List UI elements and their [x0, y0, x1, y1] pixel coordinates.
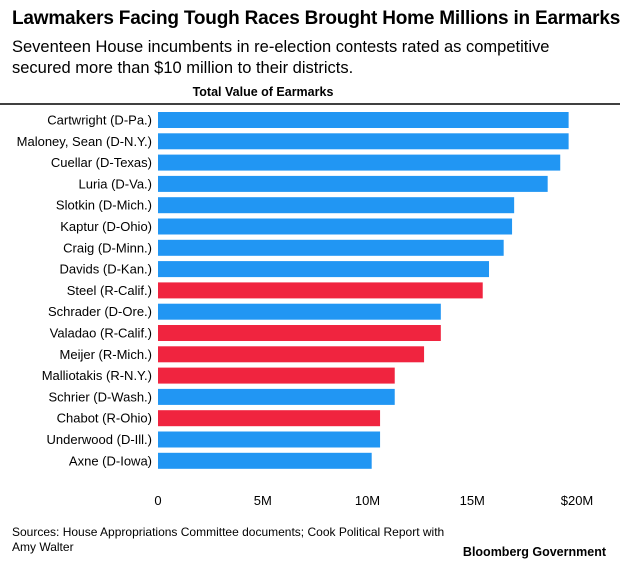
tick-label: 0	[154, 493, 161, 508]
bar	[158, 133, 569, 150]
category-label: Axne (D-Iowa)	[69, 453, 152, 468]
tick-label: 10M	[355, 493, 380, 508]
axis-title: Total Value of Earmarks	[193, 85, 334, 99]
bar-chart: Total Value of Earmarks Cartwright (D-Pa…	[0, 85, 620, 508]
bar	[158, 218, 513, 235]
category-label: Cuellar (D-Texas)	[51, 155, 152, 170]
category-label: Schrader (D-Ore.)	[48, 304, 152, 319]
category-label: Meijer (R-Mich.)	[60, 347, 152, 362]
tick-label: $20M	[561, 493, 594, 508]
category-label: Underwood (D-Ill.)	[47, 432, 152, 447]
bar	[158, 154, 561, 171]
bar	[158, 175, 548, 192]
brand-logo: Bloomberg Government	[462, 545, 606, 559]
bar	[158, 197, 515, 214]
bar	[158, 410, 381, 427]
bar	[158, 325, 441, 341]
bar	[158, 388, 395, 405]
category-label: Cartwright (D-Pa.)	[47, 113, 152, 128]
bar	[158, 452, 372, 469]
chart-subtitle: Seventeen House incumbents in re-electio…	[12, 38, 550, 77]
category-label: Kaptur (D-Ohio)	[60, 219, 152, 234]
bar	[158, 303, 441, 320]
bar	[158, 282, 483, 299]
category-label: Chabot (R-Ohio)	[57, 411, 152, 426]
category-label: Luria (D-Va.)	[79, 176, 152, 191]
category-label: Craig (D-Minn.)	[63, 240, 152, 255]
bar	[158, 261, 490, 278]
bar	[158, 112, 569, 128]
source-note: Sources: House Appropriations Committee …	[12, 525, 445, 554]
bar	[158, 431, 381, 448]
tick-label: 15M	[460, 493, 485, 508]
bar	[158, 239, 504, 256]
tick-label: 5M	[254, 493, 272, 508]
category-label: Malliotakis (R-N.Y.)	[42, 368, 152, 383]
category-label: Maloney, Sean (D-N.Y.)	[17, 134, 152, 149]
category-label: Steel (R-Calif.)	[67, 283, 152, 298]
category-label: Schrier (D-Wash.)	[48, 389, 152, 404]
bar	[158, 367, 395, 384]
category-label: Slotkin (D-Mich.)	[56, 198, 152, 213]
bar	[158, 346, 425, 363]
chart-title: Lawmakers Facing Tough Races Brought Hom…	[12, 8, 620, 29]
category-label: Davids (D-Kan.)	[60, 262, 152, 277]
category-label: Valadao (R-Calif.)	[50, 326, 152, 341]
